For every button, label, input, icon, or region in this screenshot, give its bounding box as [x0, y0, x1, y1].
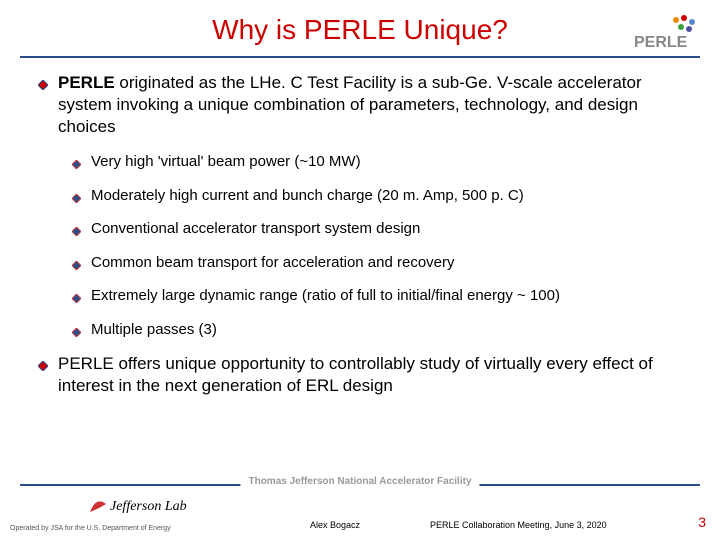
slide: Why is PERLE Unique? PERLE PERLE origina…: [0, 0, 720, 540]
sub-bullet-text: Very high 'virtual' beam power (~10 MW): [91, 152, 361, 172]
sub-bullet-item: Common beam transport for acceleration a…: [72, 253, 690, 273]
jlab-logo: Jefferson Lab: [88, 494, 218, 516]
sub-bullet-item: Moderately high current and bunch charge…: [72, 186, 690, 206]
main-bullet-item: PERLE offers unique opportunity to contr…: [38, 353, 690, 397]
sub-bullet-text: Common beam transport for acceleration a…: [91, 253, 455, 273]
diamond-bullet-icon: [72, 257, 81, 266]
sub-bullet-item: Extremely large dynamic range (ratio of …: [72, 286, 690, 306]
sub-bullet-item: Conventional accelerator transport syste…: [72, 219, 690, 239]
sub-bullet-item: Very high 'virtual' beam power (~10 MW): [72, 152, 690, 172]
footer: Thomas Jefferson National Accelerator Fa…: [0, 484, 720, 540]
svg-text:Jefferson Lab: Jefferson Lab: [110, 499, 187, 514]
diamond-bullet-icon: [72, 290, 81, 299]
diamond-bullet-icon: [72, 324, 81, 333]
diamond-bullet-icon: [38, 358, 48, 368]
main-bullet-text: PERLE originated as the LHe. C Test Faci…: [58, 72, 690, 138]
sub-bullet-text: Conventional accelerator transport syste…: [91, 219, 420, 239]
footer-author: Alex Bogacz: [310, 520, 360, 530]
diamond-bullet-icon: [72, 190, 81, 199]
diamond-bullet-icon: [72, 156, 81, 165]
title-underline: [20, 56, 700, 58]
main-bullet-item: PERLE originated as the LHe. C Test Faci…: [38, 72, 690, 138]
footer-operated-by: Operated by JSA for the U.S. Department …: [10, 525, 171, 532]
perle-logo: PERLE: [626, 14, 706, 54]
sub-bullet-text: Moderately high current and bunch charge…: [91, 186, 524, 206]
slide-title: Why is PERLE Unique?: [0, 14, 720, 46]
main-bullet-text: PERLE offers unique opportunity to contr…: [58, 353, 690, 397]
sub-bullet-item: Multiple passes (3): [72, 320, 690, 340]
diamond-bullet-icon: [38, 77, 48, 87]
title-area: Why is PERLE Unique? PERLE: [0, 0, 720, 46]
diamond-bullet-icon: [72, 223, 81, 232]
logo-text: PERLE: [634, 34, 688, 51]
content-area: PERLE originated as the LHe. C Test Faci…: [38, 72, 690, 411]
footer-facility-name: Thomas Jefferson National Accelerator Fa…: [240, 476, 479, 487]
sub-bullet-text: Multiple passes (3): [91, 320, 217, 340]
page-number: 3: [698, 514, 706, 530]
sub-bullet-list: Very high 'virtual' beam power (~10 MW) M…: [72, 152, 690, 339]
sub-bullet-text: Extremely large dynamic range (ratio of …: [91, 286, 560, 306]
footer-meeting: PERLE Collaboration Meeting, June 3, 202…: [430, 520, 607, 530]
